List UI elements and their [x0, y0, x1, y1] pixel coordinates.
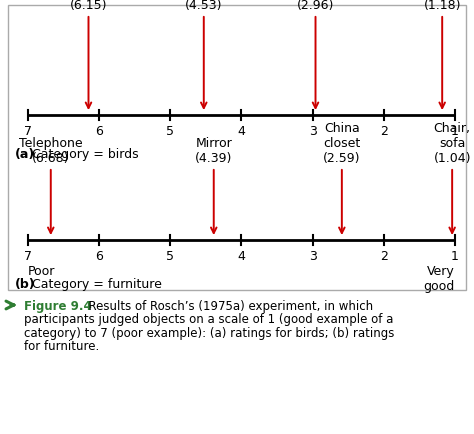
Text: 6: 6 — [95, 250, 103, 263]
Text: Owl
(2.96): Owl (2.96) — [297, 0, 334, 12]
Text: (b): (b) — [15, 278, 36, 291]
Text: Category = birds: Category = birds — [28, 148, 138, 161]
Text: Results of Rosch’s (1975a) experiment, in which: Results of Rosch’s (1975a) experiment, i… — [81, 300, 373, 313]
Text: category) to 7 (poor example): (a) ratings for birds; (b) ratings: category) to 7 (poor example): (a) ratin… — [24, 327, 394, 340]
Text: Bat
(6.15): Bat (6.15) — [70, 0, 107, 12]
Text: 5: 5 — [166, 250, 174, 263]
Text: 4: 4 — [237, 125, 246, 138]
Text: Chair,
sofa
(1.04): Chair, sofa (1.04) — [433, 122, 471, 165]
Text: 7: 7 — [24, 125, 32, 138]
Text: Penguin
(4.53): Penguin (4.53) — [179, 0, 229, 12]
Text: China
closet
(2.59): China closet (2.59) — [323, 122, 361, 165]
Text: 1: 1 — [451, 250, 459, 263]
Text: 3: 3 — [309, 250, 317, 263]
Text: Figure 9.4: Figure 9.4 — [24, 300, 92, 313]
Text: 2: 2 — [380, 250, 388, 263]
Text: 5: 5 — [166, 125, 174, 138]
Text: 6: 6 — [95, 125, 103, 138]
Text: Mirror
(4.39): Mirror (4.39) — [195, 137, 232, 165]
Text: Telephone
(6.68): Telephone (6.68) — [19, 137, 82, 165]
Text: 1: 1 — [451, 125, 459, 138]
Text: Very
good: Very good — [424, 265, 455, 293]
Text: 2: 2 — [380, 125, 388, 138]
Text: (a): (a) — [15, 148, 35, 161]
Bar — [8, 5, 466, 290]
Text: participants judged objects on a scale of 1 (good example of a: participants judged objects on a scale o… — [24, 313, 393, 326]
Text: for furniture.: for furniture. — [24, 341, 99, 354]
Text: 3: 3 — [309, 125, 317, 138]
Text: Category = furniture: Category = furniture — [28, 278, 162, 291]
Text: Sparrow
(1.18): Sparrow (1.18) — [417, 0, 468, 12]
Text: Poor: Poor — [28, 265, 55, 278]
Text: 7: 7 — [24, 250, 32, 263]
Text: 4: 4 — [237, 250, 246, 263]
